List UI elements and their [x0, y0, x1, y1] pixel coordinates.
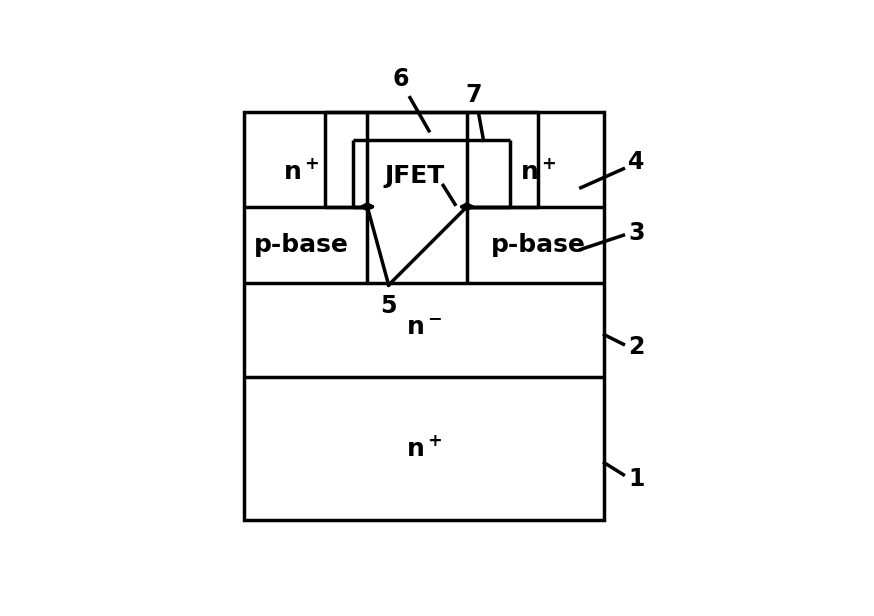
Bar — [244, 112, 605, 520]
Text: JFET: JFET — [385, 164, 445, 188]
Text: p-base: p-base — [490, 233, 586, 257]
Text: $\mathregular{n^+}$: $\mathregular{n^+}$ — [282, 159, 319, 184]
Text: 5: 5 — [380, 294, 397, 318]
Text: $\mathregular{n^+}$: $\mathregular{n^+}$ — [520, 159, 556, 184]
Text: 6: 6 — [392, 67, 409, 91]
Text: 4: 4 — [628, 150, 644, 174]
Text: 2: 2 — [628, 334, 644, 359]
Text: $\mathregular{n^+}$: $\mathregular{n^+}$ — [406, 436, 442, 461]
Text: 1: 1 — [628, 468, 644, 492]
Text: p-base: p-base — [253, 233, 349, 257]
Text: $\mathregular{n^-}$: $\mathregular{n^-}$ — [406, 315, 442, 339]
Text: 3: 3 — [628, 221, 645, 245]
Text: 7: 7 — [466, 83, 482, 107]
